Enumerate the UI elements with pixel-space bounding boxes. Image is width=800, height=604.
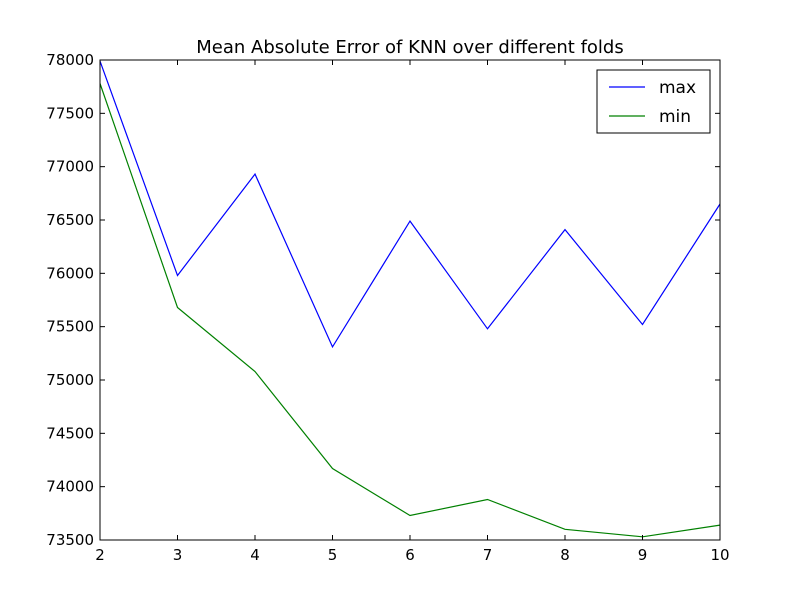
y-tick-label: 76000: [46, 264, 94, 282]
x-tick-label: 6: [405, 546, 415, 564]
y-tick-label: 77000: [46, 158, 94, 176]
x-tick-label: 3: [173, 546, 183, 564]
legend-box: [596, 69, 711, 134]
x-tick-label: 7: [483, 546, 493, 564]
y-tick-label: 76500: [46, 211, 94, 229]
x-tick-label: 8: [560, 546, 570, 564]
y-tick-label: 75000: [46, 371, 94, 389]
y-tick-label: 74000: [46, 478, 94, 496]
series-line-min: [99, 83, 721, 538]
x-tick-label: 9: [638, 546, 648, 564]
x-tick-label: 10: [710, 546, 729, 564]
legend-label-max: max: [659, 78, 696, 98]
x-tick-label: 2: [95, 546, 105, 564]
x-tick-label: 5: [328, 546, 338, 564]
y-tick-label: 73500: [46, 531, 94, 549]
chart-title: Mean Absolute Error of KNN over differen…: [196, 37, 623, 58]
series-line-max: [99, 60, 721, 349]
x-tick-label: 4: [250, 546, 260, 564]
y-tick-label: 74500: [46, 424, 94, 442]
ticks-layer: 2 3 4 5 6 7 8 9 10 73500 74000 74500 75000 75500 76000…: [46, 51, 729, 564]
y-tick-label: 78000: [46, 51, 94, 69]
legend-label-min: min: [659, 107, 691, 127]
y-tick-label: 77500: [46, 104, 94, 122]
y-tick-label: 75500: [46, 318, 94, 336]
legend: max min: [596, 69, 711, 134]
series-layer: [99, 60, 721, 538]
